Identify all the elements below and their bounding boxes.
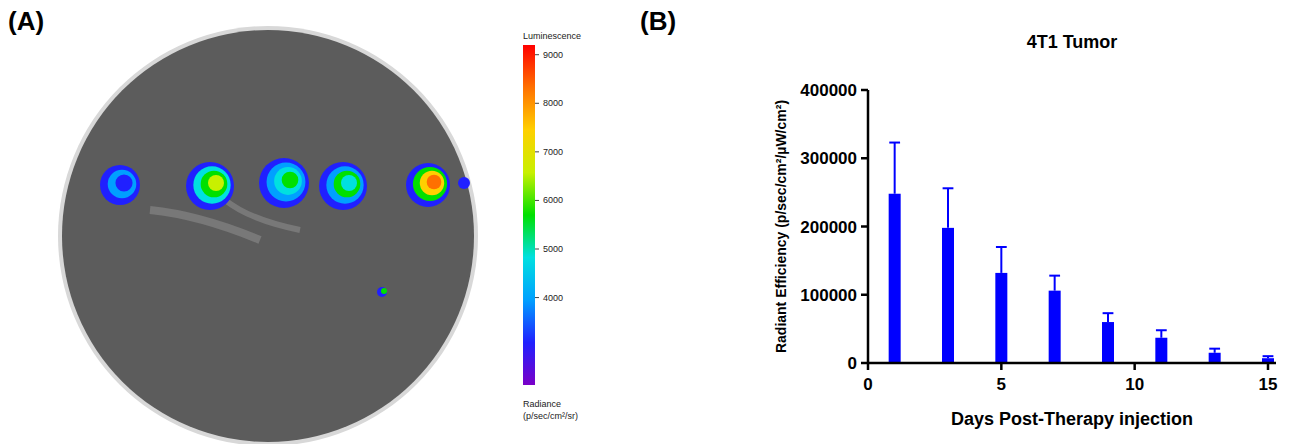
y-tick-label: 400000 bbox=[800, 81, 857, 100]
luminescence-spot bbox=[458, 177, 470, 189]
luminescence-spot bbox=[381, 288, 387, 294]
y-axis-title: Radiant Efficiency (p/sec/cm²/µW/cm²) bbox=[773, 100, 789, 353]
x-tick bbox=[867, 363, 870, 370]
colorbar-tick bbox=[535, 297, 539, 298]
error-cap bbox=[1049, 275, 1060, 277]
y-tick-label: 300000 bbox=[800, 149, 857, 168]
colorbar-tick-label: 4000 bbox=[543, 293, 563, 303]
plate-rim bbox=[58, 26, 478, 444]
bar bbox=[889, 194, 901, 363]
bar bbox=[995, 273, 1007, 363]
colorbar-tick bbox=[535, 54, 539, 55]
luminescence-spot bbox=[334, 171, 361, 198]
colorbar-label-line: (p/sec/cm²/sr) bbox=[523, 411, 578, 421]
figure: (A) Luminescence 4000 5000 6000 7000 8000 9000 R… bbox=[0, 0, 1294, 444]
bar bbox=[942, 228, 954, 363]
luminescence-spot bbox=[201, 171, 228, 198]
luminescence-spot bbox=[341, 175, 357, 191]
error-cap bbox=[1103, 312, 1114, 314]
luminescence-spot bbox=[427, 175, 442, 190]
plot-area bbox=[889, 143, 1274, 363]
luminescence-spot bbox=[193, 166, 230, 203]
colorbar-tick bbox=[535, 249, 539, 250]
x-tick bbox=[1000, 363, 1003, 370]
panel-letter: (A) bbox=[8, 6, 44, 36]
x-axis-title: Days Post-Therapy injection bbox=[951, 409, 1193, 429]
luminescence-spot bbox=[377, 287, 387, 297]
y-tick-label: 100000 bbox=[800, 286, 857, 305]
y-tick-label: 0 bbox=[848, 354, 857, 373]
colorbar-tick-label: 8000 bbox=[543, 98, 563, 108]
y-tick bbox=[861, 225, 868, 228]
x-tick-label: 10 bbox=[1125, 375, 1144, 394]
x-tick-label: 5 bbox=[997, 375, 1006, 394]
colorbar-tick bbox=[535, 200, 539, 201]
colorbar-tick bbox=[535, 151, 539, 152]
luminescence-spot bbox=[282, 172, 299, 189]
colorbar-tick-label: 9000 bbox=[543, 50, 563, 60]
plate bbox=[62, 30, 474, 442]
x-tick-label: 15 bbox=[1259, 375, 1278, 394]
luminescence-spot bbox=[267, 163, 306, 202]
error-bar bbox=[1000, 247, 1002, 273]
luminescence-spot bbox=[115, 174, 132, 191]
x-tick bbox=[1133, 363, 1136, 370]
luminescence-spot bbox=[100, 165, 140, 205]
bar bbox=[1102, 322, 1114, 363]
colorbar-tick-label: 7000 bbox=[543, 147, 563, 157]
luminescence-spot bbox=[186, 162, 234, 210]
error-bar bbox=[1107, 313, 1109, 322]
luminescence-spot bbox=[274, 167, 302, 195]
x-tick bbox=[1267, 363, 1270, 370]
colorbar-label-line: Radiance bbox=[523, 399, 561, 409]
error-cap bbox=[1209, 348, 1220, 350]
luminescence-spot bbox=[420, 171, 444, 195]
luminescence-spot bbox=[406, 163, 450, 207]
error-cap bbox=[1263, 355, 1274, 357]
bar bbox=[1049, 291, 1061, 363]
luminescence-spot bbox=[319, 162, 367, 210]
colorbar-title: Luminescence bbox=[523, 31, 581, 41]
colorbar bbox=[523, 45, 535, 385]
error-bar bbox=[947, 188, 949, 228]
x-axis bbox=[867, 362, 1276, 365]
luminescence-spot bbox=[108, 170, 137, 199]
y-tick bbox=[861, 89, 868, 92]
colorbar-tick-label: 6000 bbox=[543, 195, 563, 205]
error-bar bbox=[1160, 330, 1162, 338]
error-bar bbox=[1054, 276, 1056, 291]
error-cap bbox=[1156, 329, 1167, 331]
colorbar-tick-label: 5000 bbox=[543, 244, 563, 254]
x-tick-label: 0 bbox=[863, 375, 872, 394]
error-cap bbox=[996, 246, 1007, 248]
bar bbox=[1209, 353, 1221, 363]
error-cap bbox=[943, 187, 954, 189]
y-tick bbox=[861, 157, 868, 160]
luminescence-spot bbox=[326, 166, 363, 203]
luminescence-spot bbox=[413, 167, 447, 201]
panel-letter: (B) bbox=[640, 6, 676, 36]
luminescence-spot bbox=[208, 175, 224, 191]
bar bbox=[1155, 338, 1167, 363]
error-bar bbox=[894, 143, 896, 194]
colorbar-tick bbox=[535, 103, 539, 104]
colorbar-label: Radiance (p/sec/cm²/sr) bbox=[523, 399, 578, 421]
luminescence-spot bbox=[259, 158, 309, 208]
chart-title: 4T1 Tumor bbox=[1027, 32, 1118, 52]
error-cap bbox=[889, 142, 900, 144]
y-tick bbox=[861, 294, 868, 297]
y-tick-label: 200000 bbox=[800, 218, 857, 237]
